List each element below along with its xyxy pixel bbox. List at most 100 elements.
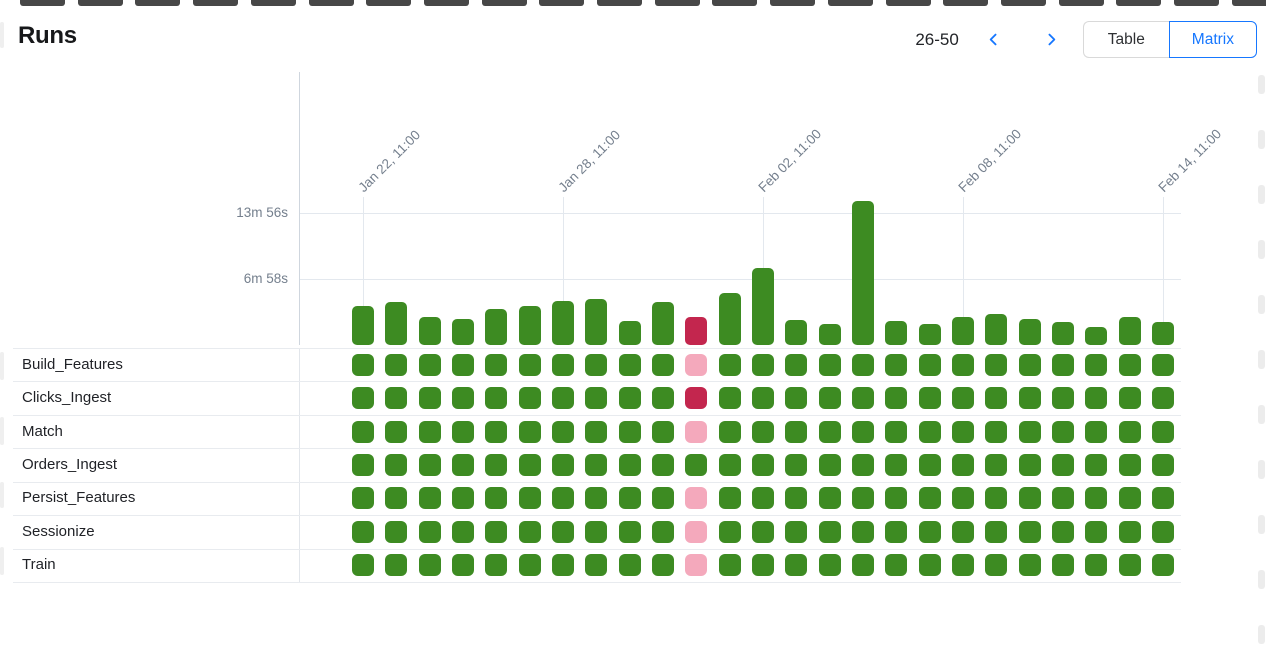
task-instance-cell[interactable] — [518, 487, 541, 509]
run-duration-bar[interactable] — [1018, 319, 1041, 345]
task-instance-cell[interactable] — [652, 554, 674, 576]
task-instance-cell[interactable] — [718, 554, 741, 576]
task-instance-cell[interactable] — [485, 521, 508, 543]
task-instance-cell[interactable] — [818, 454, 841, 476]
task-instance-cell[interactable] — [952, 354, 974, 376]
task-instance-cell[interactable] — [485, 387, 508, 409]
task-instance-cell[interactable] — [352, 487, 374, 509]
task-instance-cell[interactable] — [552, 521, 574, 543]
task-instance-cell[interactable] — [1118, 421, 1141, 443]
task-instance-cell[interactable] — [552, 387, 574, 409]
task-instance-cell[interactable] — [418, 387, 441, 409]
task-instance-cell[interactable] — [352, 354, 374, 376]
task-instance-cell[interactable] — [385, 521, 408, 543]
task-instance-cell[interactable] — [518, 454, 541, 476]
task-instance-cell[interactable] — [485, 421, 508, 443]
task-instance-cell[interactable] — [785, 354, 808, 376]
run-duration-bar[interactable] — [785, 320, 808, 345]
task-instance-cell[interactable] — [752, 354, 774, 376]
task-instance-cell[interactable] — [885, 354, 908, 376]
task-instance-cell[interactable] — [852, 387, 874, 409]
run-duration-bar[interactable] — [685, 317, 708, 345]
task-instance-cell[interactable] — [952, 521, 974, 543]
task-label[interactable]: Clicks_Ingest — [22, 389, 112, 406]
task-instance-cell[interactable] — [518, 421, 541, 443]
task-instance-cell[interactable] — [785, 521, 808, 543]
task-label[interactable]: Match — [22, 423, 63, 440]
task-instance-cell[interactable] — [752, 421, 774, 443]
task-instance-cell[interactable] — [685, 487, 708, 509]
task-instance-cell[interactable] — [685, 554, 708, 576]
task-instance-cell[interactable] — [952, 454, 974, 476]
task-instance-cell[interactable] — [352, 454, 374, 476]
task-instance-cell[interactable] — [1052, 554, 1074, 576]
task-label[interactable]: Build_Features — [22, 356, 123, 373]
task-instance-cell[interactable] — [418, 421, 441, 443]
run-duration-bar[interactable] — [952, 317, 974, 345]
task-instance-cell[interactable] — [1018, 454, 1041, 476]
task-instance-cell[interactable] — [1152, 454, 1174, 476]
task-instance-cell[interactable] — [652, 454, 674, 476]
task-instance-cell[interactable] — [852, 421, 874, 443]
task-instance-cell[interactable] — [818, 354, 841, 376]
task-instance-cell[interactable] — [818, 421, 841, 443]
task-instance-cell[interactable] — [718, 487, 741, 509]
task-instance-cell[interactable] — [985, 387, 1008, 409]
run-duration-bar[interactable] — [752, 268, 774, 345]
task-instance-cell[interactable] — [385, 554, 408, 576]
task-instance-cell[interactable] — [585, 454, 608, 476]
task-instance-cell[interactable] — [1052, 387, 1074, 409]
task-instance-cell[interactable] — [452, 454, 474, 476]
task-instance-cell[interactable] — [385, 387, 408, 409]
task-instance-cell[interactable] — [1018, 421, 1041, 443]
task-instance-cell[interactable] — [518, 554, 541, 576]
task-instance-cell[interactable] — [585, 354, 608, 376]
task-instance-cell[interactable] — [952, 487, 974, 509]
task-instance-cell[interactable] — [985, 487, 1008, 509]
run-duration-bar[interactable] — [585, 299, 608, 345]
task-instance-cell[interactable] — [1085, 354, 1108, 376]
task-instance-cell[interactable] — [585, 521, 608, 543]
task-instance-cell[interactable] — [1018, 354, 1041, 376]
task-instance-cell[interactable] — [618, 421, 641, 443]
task-instance-cell[interactable] — [685, 454, 708, 476]
task-instance-cell[interactable] — [352, 387, 374, 409]
task-instance-cell[interactable] — [752, 554, 774, 576]
task-instance-cell[interactable] — [918, 521, 941, 543]
task-instance-cell[interactable] — [1152, 554, 1174, 576]
task-instance-cell[interactable] — [885, 421, 908, 443]
task-instance-cell[interactable] — [885, 454, 908, 476]
task-instance-cell[interactable] — [752, 521, 774, 543]
run-duration-bar[interactable] — [352, 306, 374, 345]
task-instance-cell[interactable] — [1085, 454, 1108, 476]
task-instance-cell[interactable] — [918, 454, 941, 476]
task-instance-cell[interactable] — [585, 487, 608, 509]
run-duration-bar[interactable] — [418, 317, 441, 345]
task-instance-cell[interactable] — [652, 387, 674, 409]
task-instance-cell[interactable] — [985, 554, 1008, 576]
run-duration-bar[interactable] — [718, 293, 741, 345]
task-instance-cell[interactable] — [852, 454, 874, 476]
task-instance-cell[interactable] — [685, 387, 708, 409]
task-instance-cell[interactable] — [918, 387, 941, 409]
run-duration-bar[interactable] — [1118, 317, 1141, 345]
task-instance-cell[interactable] — [1118, 387, 1141, 409]
run-duration-bar[interactable] — [985, 314, 1008, 345]
task-instance-cell[interactable] — [1118, 487, 1141, 509]
task-instance-cell[interactable] — [518, 521, 541, 543]
task-instance-cell[interactable] — [718, 521, 741, 543]
task-instance-cell[interactable] — [652, 421, 674, 443]
task-instance-cell[interactable] — [1152, 354, 1174, 376]
task-instance-cell[interactable] — [752, 454, 774, 476]
task-instance-cell[interactable] — [418, 554, 441, 576]
task-instance-cell[interactable] — [785, 421, 808, 443]
task-instance-cell[interactable] — [952, 421, 974, 443]
task-instance-cell[interactable] — [1152, 421, 1174, 443]
task-instance-cell[interactable] — [618, 454, 641, 476]
task-instance-cell[interactable] — [1052, 354, 1074, 376]
task-instance-cell[interactable] — [618, 554, 641, 576]
task-instance-cell[interactable] — [585, 387, 608, 409]
task-instance-cell[interactable] — [985, 354, 1008, 376]
task-instance-cell[interactable] — [1052, 521, 1074, 543]
task-instance-cell[interactable] — [452, 554, 474, 576]
